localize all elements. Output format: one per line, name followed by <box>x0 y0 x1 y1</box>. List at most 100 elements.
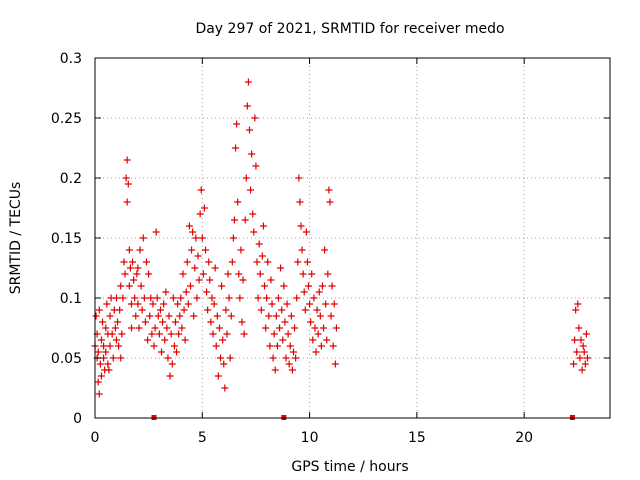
x-tick-label: 5 <box>198 430 207 446</box>
data-point <box>302 228 310 236</box>
data-point <box>270 330 278 338</box>
data-point <box>100 342 108 350</box>
data-point <box>246 126 253 134</box>
data-point <box>301 306 309 314</box>
x-axis-title: GPS time / hours <box>291 459 408 475</box>
data-point <box>99 318 107 326</box>
data-point <box>204 306 212 314</box>
data-points <box>91 78 591 420</box>
data-point <box>329 342 337 350</box>
data-point <box>155 330 163 338</box>
data-point <box>242 174 250 182</box>
data-point <box>94 378 102 386</box>
data-point <box>313 306 321 314</box>
data-point <box>310 294 318 302</box>
data-point <box>193 294 201 302</box>
data-point <box>127 324 135 332</box>
data-point <box>167 330 175 338</box>
data-point <box>582 330 590 338</box>
data-point <box>199 270 207 278</box>
data-point <box>173 348 181 356</box>
data-point <box>102 348 110 356</box>
data-point <box>169 294 177 302</box>
chart-title: Day 297 of 2021, SRMTID for receiver med… <box>195 21 504 37</box>
data-point <box>181 336 189 344</box>
data-point <box>207 318 215 326</box>
data-point <box>108 330 116 338</box>
data-point <box>309 336 317 344</box>
data-point <box>136 246 144 254</box>
data-point <box>184 300 192 308</box>
data-point <box>299 270 307 278</box>
data-point <box>272 312 280 320</box>
data-point <box>205 258 213 266</box>
data-point <box>148 330 156 338</box>
data-point <box>235 270 243 278</box>
data-point <box>95 306 103 314</box>
x-tick-label: 0 <box>91 430 100 446</box>
data-point <box>322 300 330 308</box>
data-point <box>221 384 229 392</box>
data-point <box>100 354 108 362</box>
data-point <box>314 330 322 338</box>
data-point <box>176 312 184 320</box>
data-point <box>274 294 282 302</box>
data-point <box>212 342 220 350</box>
data-point <box>208 294 216 302</box>
data-point <box>256 270 264 278</box>
data-point <box>144 336 152 344</box>
y-axis-title: SRMTID / TECUs <box>8 182 24 295</box>
data-point <box>263 294 271 302</box>
data-point <box>126 264 134 272</box>
data-point <box>287 312 295 320</box>
data-point <box>125 282 133 290</box>
data-point <box>236 294 244 302</box>
data-point <box>164 354 172 362</box>
data-point <box>180 306 188 314</box>
data-point <box>211 264 219 272</box>
x-tick-label: 10 <box>301 430 319 446</box>
data-point <box>282 354 290 362</box>
data-point <box>254 294 262 302</box>
data-point <box>326 198 334 206</box>
data-point <box>171 318 179 326</box>
data-point <box>265 312 273 320</box>
data-point <box>104 360 112 368</box>
data-point <box>139 234 147 242</box>
data-point <box>143 258 150 266</box>
data-point <box>318 282 326 290</box>
data-point <box>127 300 135 308</box>
data-point <box>191 264 199 272</box>
y-tick-label: 0.3 <box>60 51 82 67</box>
data-point <box>312 348 320 356</box>
data-point <box>298 246 306 254</box>
data-point <box>239 276 247 284</box>
data-point <box>140 294 148 302</box>
data-point <box>203 288 211 296</box>
data-point <box>288 366 296 374</box>
data-point <box>315 288 323 296</box>
data-point <box>134 264 142 272</box>
data-point <box>579 342 587 350</box>
data-point <box>97 336 105 344</box>
data-point <box>159 318 167 326</box>
data-point <box>213 312 221 320</box>
data-point <box>215 324 223 332</box>
data-point <box>261 282 269 290</box>
data-point <box>575 324 583 332</box>
data-point <box>112 294 120 302</box>
data-point <box>291 324 299 332</box>
data-point <box>574 300 582 308</box>
data-point <box>95 390 103 398</box>
data-point <box>225 294 233 302</box>
data-point <box>295 174 303 182</box>
data-point <box>134 300 142 308</box>
data-point <box>96 360 104 368</box>
data-point <box>577 336 585 344</box>
data-point <box>308 270 316 278</box>
data-point <box>124 180 132 188</box>
data-point <box>328 282 336 290</box>
data-point <box>154 312 162 320</box>
data-point <box>266 342 274 350</box>
